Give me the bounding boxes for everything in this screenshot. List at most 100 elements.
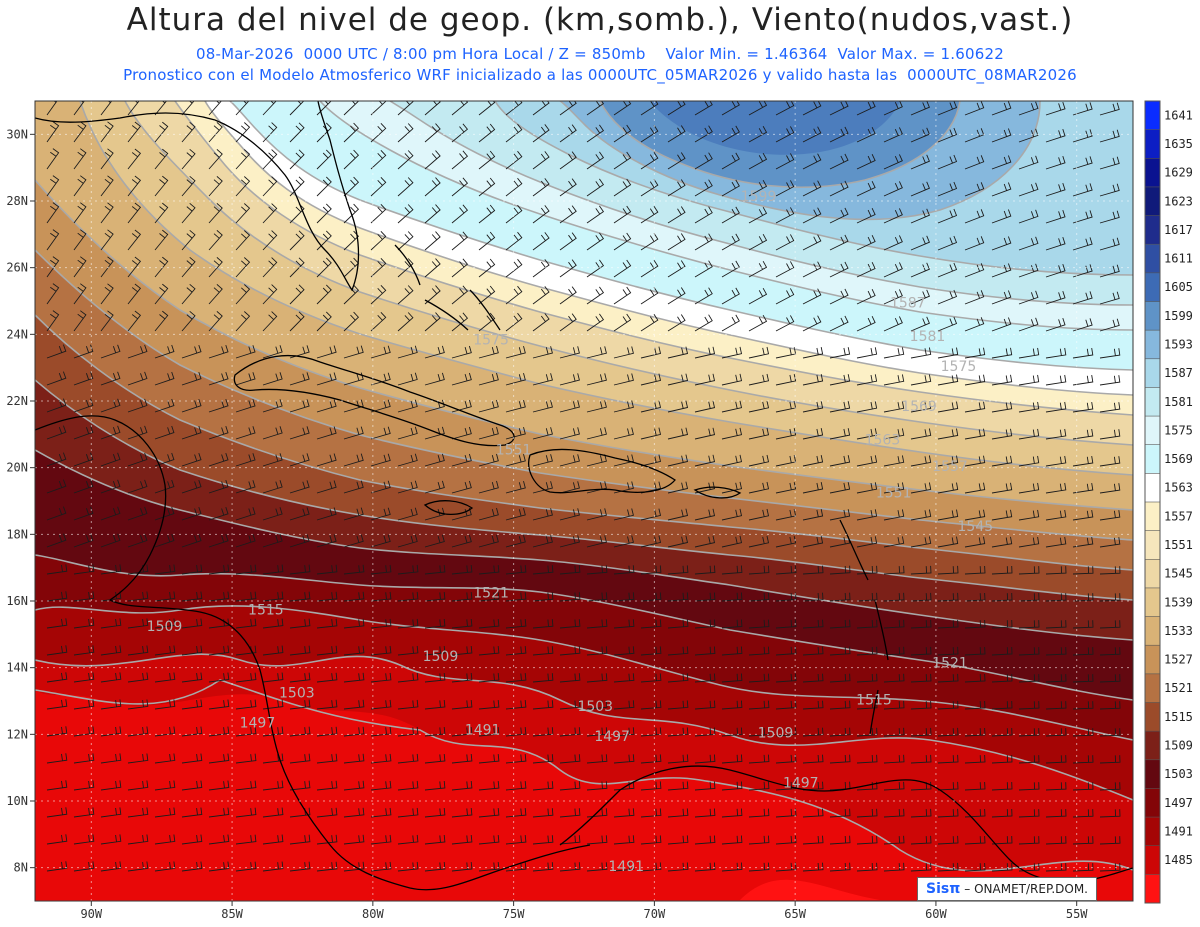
wind-barb [910, 347, 932, 359]
wind-barb [748, 673, 770, 683]
wind-barb [208, 591, 230, 602]
wind-barb [559, 619, 581, 629]
wind-barb [397, 591, 419, 602]
wind-barb [235, 807, 257, 818]
wind-barb [667, 454, 689, 467]
wind-barb [667, 646, 689, 656]
wind-barb [316, 480, 337, 494]
wind-barb [262, 645, 284, 656]
wind-barb [613, 313, 632, 332]
wind-barb [640, 151, 659, 170]
wind-barb [208, 780, 230, 791]
wind-barb [667, 179, 686, 197]
colorbar-label: 1533 [1164, 624, 1193, 638]
puerto-rico-coast [693, 486, 742, 499]
wind-barb [316, 453, 337, 467]
wind-barb [316, 176, 332, 197]
wind-barb [262, 372, 283, 386]
wind-barb [586, 124, 605, 143]
wind-barb [1099, 809, 1121, 818]
wind-barb [343, 122, 360, 143]
wind-barb [748, 835, 770, 845]
wind-barb [829, 754, 851, 764]
wind-barb [262, 149, 278, 170]
wind-barb [1045, 428, 1067, 440]
wind-barb [532, 592, 554, 602]
wind-barb [586, 232, 605, 251]
wind-barb [343, 426, 364, 440]
wind-barb [1045, 809, 1067, 818]
wind-barb [532, 427, 553, 440]
wind-barb [100, 618, 122, 629]
wind-barb [127, 101, 140, 116]
wind-barb [262, 753, 284, 764]
wind-barb [1072, 402, 1094, 413]
contour-label: 1497 [783, 776, 819, 792]
wind-barb [1018, 836, 1040, 845]
wind-barb [1018, 728, 1040, 737]
colorbar-swatch [1145, 186, 1160, 217]
wind-barb [640, 592, 662, 602]
wind-barb [100, 726, 122, 737]
wind-barb [802, 673, 824, 683]
wind-barb [775, 261, 795, 278]
contour-labels: 1587 1599 1581 1575 1575 1569 1563 1557 1551 1551… [147, 189, 993, 875]
contour-label: 1515 [248, 602, 284, 618]
wind-barb [478, 507, 499, 521]
colorbar-label: 1539 [1164, 595, 1193, 609]
wind-barb [451, 672, 473, 683]
wind-barb [1072, 291, 1093, 305]
wind-barb [667, 535, 689, 548]
wind-barb [694, 754, 716, 764]
wind-barb [397, 507, 418, 521]
wind-barb [721, 427, 743, 440]
wind-barb [451, 453, 472, 467]
wind-barb [559, 454, 580, 467]
wind-barb [262, 480, 283, 494]
wind-barb [127, 753, 149, 764]
colorbar-label: 1569 [1164, 452, 1193, 466]
contour-label: 1497 [240, 716, 276, 732]
wind-barb [208, 753, 230, 764]
wind-barb [775, 754, 797, 764]
wind-barb [586, 151, 605, 170]
wind-barb [235, 453, 256, 467]
wind-barb [559, 862, 581, 872]
wind-barb [505, 592, 527, 602]
wind-barb [910, 482, 932, 494]
wind-barb [991, 428, 1013, 440]
contour-label: 1509 [423, 649, 459, 665]
wind-barb [721, 535, 743, 548]
wind-barb [559, 508, 580, 521]
wind-barb [127, 344, 148, 359]
wind-barb [46, 591, 68, 602]
wind-barb [154, 175, 169, 197]
latitude-ticks: 30N 28N 26N 24N 22N 20N 18N 16N 14N 12N 10N 8N [6, 127, 35, 875]
wind-barb [1099, 782, 1121, 791]
wind-barb [262, 780, 284, 791]
wind-barb [397, 753, 419, 764]
colorbar-swatch [1145, 731, 1160, 761]
wind-barb [100, 121, 114, 143]
wind-barb [1072, 701, 1094, 710]
wind-barb [721, 754, 743, 764]
wind-barb [937, 374, 959, 386]
wind-barb [775, 673, 797, 683]
wind-barb [667, 565, 689, 575]
wind-barb [964, 236, 985, 251]
wind-barb [451, 726, 473, 737]
wind-barb [262, 203, 278, 224]
wind-barb [613, 700, 635, 710]
wind-barb [1072, 264, 1093, 278]
wind-barb [478, 453, 499, 467]
wind-barb [937, 347, 959, 359]
wind-barb [883, 592, 905, 602]
wind-barb [910, 619, 932, 629]
contour-label: 1497 [594, 729, 630, 745]
wind-barb [100, 344, 121, 359]
wind-barb [667, 835, 689, 845]
wind-barb [235, 507, 256, 521]
contour-label: 1563 [865, 432, 901, 448]
wind-barb [586, 781, 608, 791]
wind-barb [1018, 428, 1040, 440]
